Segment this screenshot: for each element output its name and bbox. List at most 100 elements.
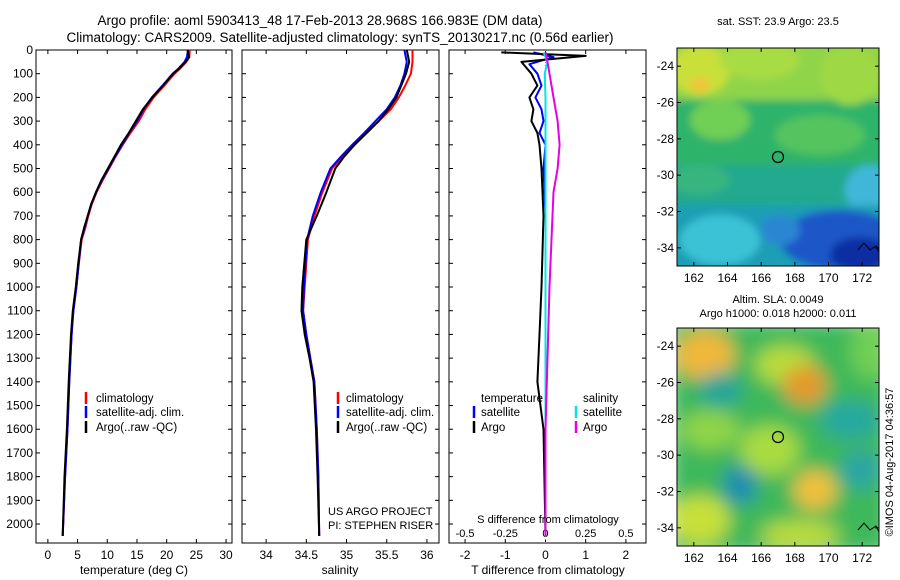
map-x-tick-label: 172 <box>852 551 872 565</box>
depth-tick-label: 700 <box>13 209 33 223</box>
temperature-xlabel: temperature (deg C) <box>80 563 188 577</box>
temperature-axis-ticks: 0 5 10 15 20 25 30 <box>45 50 233 562</box>
argo-location-marker-icon <box>771 430 785 444</box>
depth-tick-label: 1100 <box>7 304 33 318</box>
depth-tick-label: 600 <box>13 185 33 199</box>
depth-tick-label: 1600 <box>6 422 33 436</box>
credit-project: US ARGO PROJECT <box>328 506 433 518</box>
s-tick-label: 0.5 <box>618 528 633 540</box>
depth-tick-label: 1300 <box>6 351 33 365</box>
series-line-satellite-adj-clim- <box>302 49 408 536</box>
map-y-tick-label: -30 <box>657 448 675 462</box>
map-y-tick-label: -32 <box>657 205 675 219</box>
legend-header-temperature: temperature <box>481 393 543 405</box>
sst-map-ticks: 162 164 166 168 170 172 -24 -26 -28 -30 -32 -34 <box>657 48 879 285</box>
depth-tick-label: 2000 <box>6 517 33 531</box>
s-tick-label: 0.25 <box>575 528 596 540</box>
x-tick-label: 5 <box>74 548 81 562</box>
salinity-lines <box>300 49 414 536</box>
header-line2: Climatology: CARS2009. Satellite-adjuste… <box>66 30 613 45</box>
x-tick-label: 15 <box>130 548 144 562</box>
depth-tick-label: 900 <box>13 256 33 270</box>
legend-label-satellite: satellite-adj. clim. <box>96 407 184 419</box>
salinity-legend: climatology satellite-adj. clim. Argo(..… <box>336 392 434 434</box>
depth-tick-label: 300 <box>13 114 33 128</box>
depth-tick-label: 800 <box>13 233 33 247</box>
map-x-tick-label: 164 <box>717 551 737 565</box>
map-x-tick-label: 170 <box>818 551 838 565</box>
credit-pi: PI: STEPHEN RISER <box>328 520 433 532</box>
depth-axis: 0 100 200 300 400 500 600 700 800 900 1000 1100 1200… <box>6 43 646 531</box>
depth-tick-label: 1500 <box>6 399 33 413</box>
depth-tick-label: 500 <box>13 162 33 176</box>
sla-map-ticks: 162 164 166 168 170 172 -24 -26 -28 -30 -32 -34 <box>657 328 879 565</box>
series-line-salinity-argo <box>544 52 561 536</box>
difference-panel-frame <box>448 49 647 544</box>
depth-tick-label: 0 <box>26 43 33 57</box>
series-line-satellite-adj-clim- <box>61 49 189 536</box>
map-x-tick-label: 162 <box>684 551 704 565</box>
series-line-argo-raw-qc- <box>61 49 191 536</box>
legend-label-sal-argo: Argo <box>583 422 607 434</box>
sla-map-frame <box>676 327 880 547</box>
map-x-tick-label: 170 <box>818 271 838 285</box>
legend-label-temp-satellite: satellite <box>481 407 520 419</box>
difference-lines <box>501 50 587 543</box>
depth-tick-label: 1400 <box>6 375 33 389</box>
x-tick-label: 35.5 <box>375 548 399 562</box>
map-y-tick-label: -26 <box>657 96 675 110</box>
x-tick-label: 0 <box>45 548 52 562</box>
legend-label-sal-satellite: satellite <box>583 407 622 419</box>
x-tick-label: 2 <box>623 548 630 562</box>
header-line1: Argo profile: aoml 5903413_48 17-Feb-201… <box>97 13 542 28</box>
depth-tick-label: 1200 <box>6 327 33 341</box>
difference-legend: temperature salinity satellite Argo sate… <box>472 393 622 434</box>
temperature-lines <box>61 49 191 536</box>
x-tick-label: 20 <box>160 548 174 562</box>
temperature-panel-frame <box>35 49 233 544</box>
x-tick-label: -1 <box>500 548 511 562</box>
legend-label-argo: Argo(..raw -QC) <box>96 422 177 434</box>
x-tick-label: 10 <box>101 548 115 562</box>
sst-map-title: sat. SST: 23.9 Argo: 23.5 <box>717 16 839 28</box>
x-tick-label: 25 <box>190 548 204 562</box>
map-y-tick-label: -30 <box>657 168 675 182</box>
legend-label-climatology: climatology <box>96 393 154 405</box>
salinity-xlabel: salinity <box>322 563 359 577</box>
sla-map-subtitle: Argo h1000: 0.018 h2000: 0.011 <box>700 308 857 320</box>
legend-label-argo: Argo(..raw -QC) <box>346 422 427 434</box>
sst-heatmap <box>677 48 879 266</box>
x-tick-label: 1 <box>582 548 589 562</box>
map-x-tick-label: 162 <box>684 271 704 285</box>
series-line-temperature-argo <box>501 51 587 536</box>
map-y-tick-label: -26 <box>657 376 675 390</box>
map-x-tick-label: 164 <box>717 271 737 285</box>
map-x-tick-label: 166 <box>751 271 771 285</box>
credit-imos: ©IMOS 04-Aug-2017 04:36:57 <box>884 388 896 537</box>
map-y-tick-label: -24 <box>657 339 675 353</box>
difference-xlabel2: S difference from climatology <box>477 514 619 526</box>
map-y-tick-label: -28 <box>657 132 675 146</box>
legend-label-climatology: climatology <box>346 393 404 405</box>
temperature-legend: climatology satellite-adj. clim. Argo(..… <box>84 392 184 434</box>
map-x-tick-label: 172 <box>852 271 872 285</box>
map-y-tick-label: -34 <box>657 521 675 535</box>
series-line-climatology <box>61 49 191 536</box>
map-x-tick-label: 166 <box>751 551 771 565</box>
x-tick-label: 36 <box>420 548 434 562</box>
x-tick-label: 0 <box>542 548 549 562</box>
legend-label-temp-argo: Argo <box>481 422 505 434</box>
argo-location-marker-icon <box>771 150 785 164</box>
legend-label-satellite: satellite-adj. clim. <box>346 407 434 419</box>
depth-tick-label: 1900 <box>6 493 33 507</box>
series-line-climatology <box>302 50 414 536</box>
depth-tick-label: 1700 <box>6 446 33 460</box>
x-tick-label: 30 <box>219 548 233 562</box>
depth-tick-label: 1000 <box>6 280 33 294</box>
depth-tick-label: 400 <box>13 138 33 152</box>
difference-xlabel: T difference from climatology <box>471 563 625 577</box>
x-tick-label: -2 <box>460 548 471 562</box>
depth-tick-label: 1800 <box>6 470 33 484</box>
